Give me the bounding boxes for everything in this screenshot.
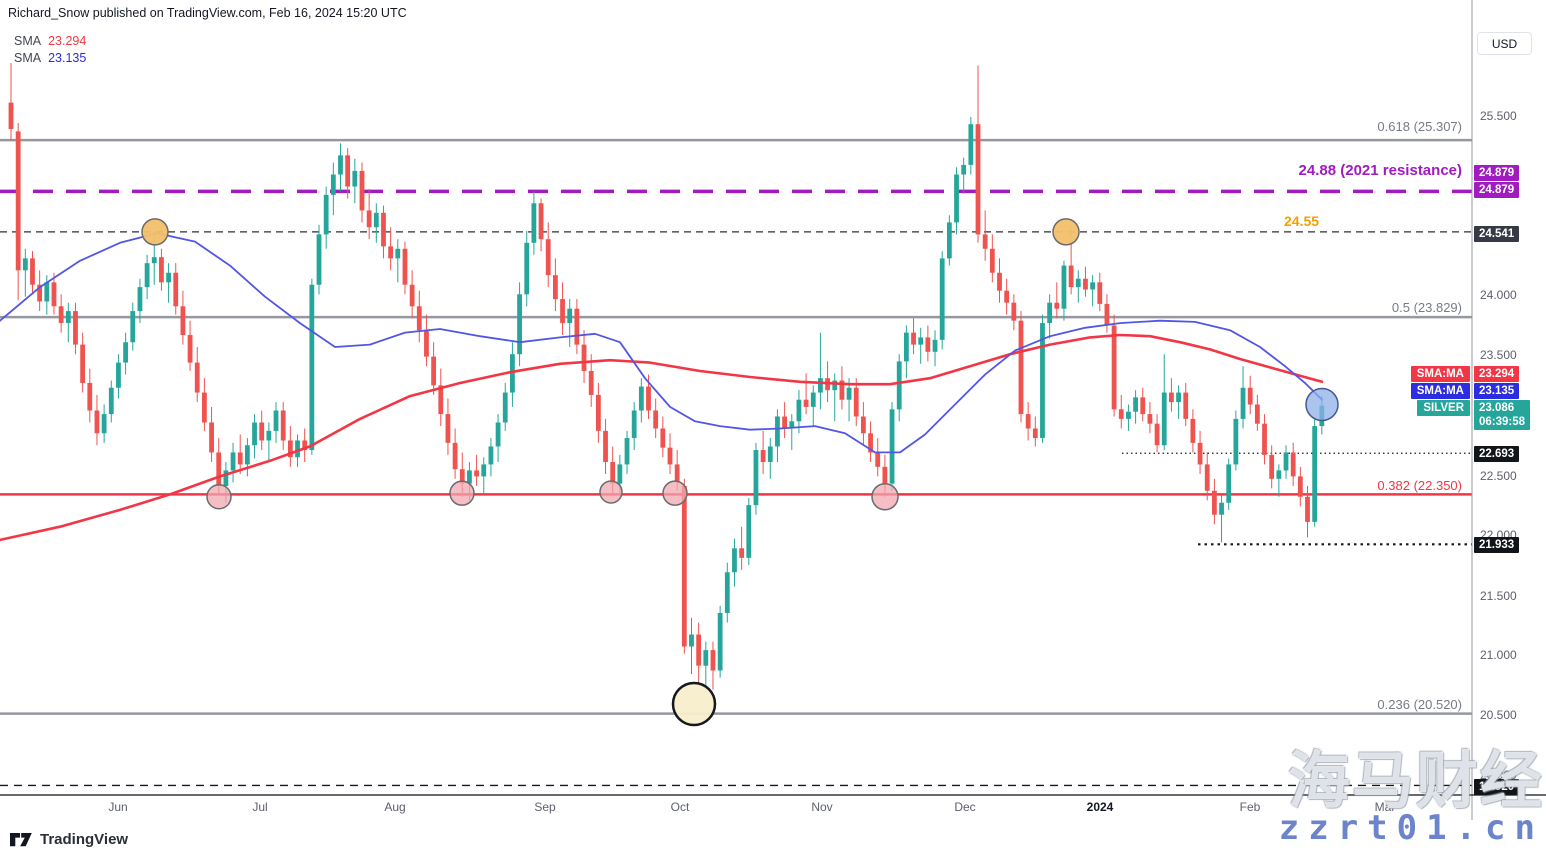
sma-blue-series-tag: SMA:MA (1410, 383, 1470, 399)
price-axis-tag: 24.879 (1474, 182, 1520, 198)
price-axis-tag: 23.086 06:39:58 (1474, 400, 1531, 430)
time-axis-label: Nov (811, 800, 833, 814)
fib-level-0618-label[interactable]: 0.618 (25.307) (1377, 119, 1462, 134)
pink-highlight-circle (449, 480, 475, 506)
time-axis-label: Oct (670, 800, 690, 814)
symbol-series-tag: SILVER (1417, 400, 1470, 416)
fib-level-0236-label[interactable]: 0.236 (20.520) (1377, 697, 1462, 712)
resistance-2021-label[interactable]: 24.88 (2021 resistance) (1298, 162, 1462, 179)
annotation-circles[interactable] (141, 218, 1339, 727)
pink-highlight-circle (871, 483, 899, 511)
sma-red-line[interactable] (0, 333, 1324, 542)
price-axis-label: 23.500 (1480, 348, 1517, 362)
blue-highlight-circle (1305, 387, 1339, 422)
fib-level-0382-label[interactable]: 0.382 (22.350) (1377, 478, 1462, 493)
price-axis-tag: 19.920 (1474, 779, 1520, 795)
tradingview-logo-icon (10, 833, 32, 847)
price-axis-tag: 24.879 (1474, 165, 1520, 181)
sma-legend-red[interactable]: SMA 23.294 (14, 33, 86, 50)
price-axis-label: 21.500 (1480, 589, 1517, 603)
price-axis-tag: 24.541 (1474, 226, 1520, 242)
price-axis-tag: 23.294 (1474, 366, 1520, 382)
level-lines[interactable] (0, 138, 1472, 787)
price-axis-label: 25.500 (1480, 109, 1517, 123)
price-axis-label: 20.000 (1480, 768, 1517, 782)
sma-legend-blue[interactable]: SMA 23.135 (14, 50, 86, 67)
time-axis-label: Mar (1374, 800, 1396, 814)
price-axis-tag: 22.693 (1474, 446, 1520, 462)
sma-blue-line[interactable] (0, 232, 1323, 454)
fib-level-05-label[interactable]: 0.5 (23.829) (1391, 300, 1462, 315)
sma-blue-label: SMA (14, 51, 42, 65)
price-axis-label: 21.000 (1480, 648, 1517, 662)
orange-highlight-circle (1052, 218, 1080, 246)
sma-red-label: SMA (14, 34, 42, 48)
price-axis-tag: 23.135 (1474, 383, 1520, 399)
pink-highlight-circle (662, 480, 688, 506)
publish-byline: Richard_Snow published on TradingView.co… (8, 6, 407, 20)
cream-highlight-circle (671, 681, 717, 727)
sma-red-series-tag: SMA:MA (1410, 366, 1470, 382)
tradingview-attribution[interactable]: TradingView (10, 831, 128, 848)
time-axis-label: Dec (954, 800, 976, 814)
price-axis-tag: 21.933 (1474, 537, 1520, 553)
tradingview-brand-text: TradingView (40, 831, 129, 848)
time-axis-label: Feb (1239, 800, 1261, 814)
time-axis-label: Sep (534, 800, 556, 814)
time-axis-label: Aug (384, 800, 406, 814)
time-axis-label: 2024 (1086, 800, 1114, 814)
price-axis-label: 22.500 (1480, 469, 1517, 483)
pink-highlight-circle (206, 484, 232, 510)
currency-unit-button[interactable]: USD (1477, 32, 1532, 55)
price-axis-label: 24.000 (1480, 288, 1517, 302)
sma-red-value: 23.294 (48, 34, 87, 48)
time-axis-label: Jul (252, 800, 268, 814)
indicator-legend: SMA 23.294 SMA 23.135 (14, 33, 86, 67)
candlesticks[interactable] (8, 63, 1325, 693)
time-axis-label: Jun (108, 800, 128, 814)
pink-highlight-circle (599, 480, 623, 504)
sma-blue-value: 23.135 (48, 51, 87, 65)
price-axis-label: 20.500 (1480, 708, 1517, 722)
orange-highlight-circle (141, 218, 169, 246)
level-2455-label[interactable]: 24.55 (1284, 213, 1320, 229)
